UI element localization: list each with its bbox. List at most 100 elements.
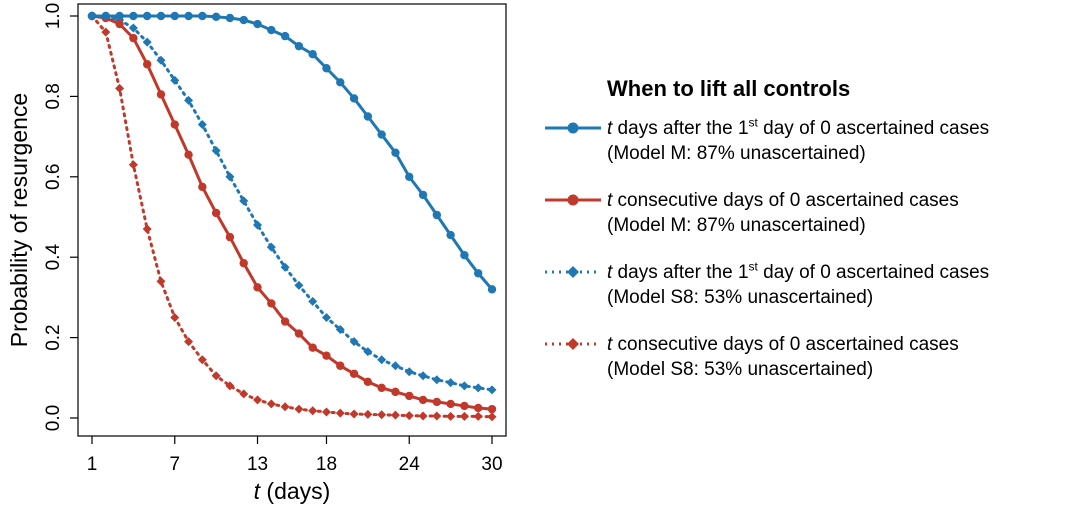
- data-point: [377, 410, 387, 420]
- data-point: [294, 404, 304, 414]
- x-tick-label: 24: [399, 454, 421, 475]
- plot-frame: [77, 3, 507, 437]
- data-point: [115, 19, 124, 29]
- y-tick-label: 0.2: [43, 324, 64, 350]
- x-tick-label: 1: [87, 454, 98, 475]
- series-2: [87, 11, 497, 395]
- data-point: [487, 385, 497, 395]
- data-point: [363, 409, 373, 419]
- data-point: [225, 13, 235, 23]
- data-point: [404, 367, 414, 377]
- x-axis-label-variable: t: [254, 478, 262, 504]
- data-point: [170, 75, 180, 85]
- data-point: [487, 285, 497, 294]
- data-point: [156, 90, 166, 99]
- data-point: [446, 399, 455, 409]
- data-point: [459, 411, 469, 421]
- data-point: [405, 391, 414, 401]
- data-point: [142, 11, 152, 21]
- series-0: [87, 11, 497, 294]
- data-point: [446, 411, 456, 421]
- y-tick-label: 0.4: [43, 244, 64, 271]
- data-point: [280, 262, 290, 272]
- data-point: [473, 383, 483, 393]
- data-point: [142, 224, 152, 234]
- x-tick-label: 7: [169, 454, 180, 475]
- legend-entry-text: t days after the 1st day of 0 ascertaine…: [607, 115, 990, 164]
- x-tick-label: 18: [316, 454, 337, 475]
- data-point: [294, 41, 304, 51]
- data-point: [156, 276, 166, 286]
- data-point: [418, 190, 428, 200]
- data-point: [363, 377, 373, 387]
- legend-entry-text: t consecutive days of 0 ascertained case…: [607, 190, 959, 236]
- data-point: [225, 172, 235, 182]
- legend-entry-model-m-consecutive: t consecutive days of 0 ascertained case…: [545, 188, 1075, 260]
- data-point: [377, 355, 387, 365]
- legend-swatch-red-solid-circle: [545, 194, 601, 206]
- data-point: [170, 313, 180, 322]
- legend: When to lift all controls t days after t…: [545, 76, 1075, 404]
- data-point: [446, 378, 456, 388]
- data-point: [253, 395, 263, 405]
- data-point: [335, 325, 345, 335]
- legend-swatch-red-dotted-diamond: [545, 338, 601, 350]
- data-point: [418, 395, 428, 405]
- data-point: [211, 146, 221, 156]
- series-3: [87, 11, 497, 422]
- series-line: [90, 14, 494, 291]
- data-point: [211, 208, 221, 218]
- data-point: [446, 230, 455, 240]
- legend-entry-model-s8-consecutive: t consecutive days of 0 ascertained case…: [545, 332, 1075, 404]
- data-point: [390, 361, 400, 371]
- axis-ticks: 1 7 13 18 24 30 0.0 0.2 0.4 0.6 0.8 1.0: [43, 3, 503, 475]
- data-point: [184, 150, 193, 159]
- data-point: [294, 329, 304, 338]
- data-point: [115, 11, 124, 21]
- x-axis-label-unit: (days): [260, 478, 330, 504]
- data-point: [363, 347, 373, 357]
- data-point: [225, 232, 235, 242]
- data-point: [267, 25, 276, 35]
- legend-swatch-blue-solid-circle: [545, 122, 601, 134]
- data-point: [129, 11, 138, 21]
- data-point: [197, 355, 207, 365]
- data-point: [349, 94, 359, 103]
- legend-entry-model-m-after-first: t days after the 1st day of 0 ascertaine…: [545, 116, 1075, 188]
- legend-entry-text: t consecutive days of 0 ascertained case…: [607, 334, 959, 380]
- data-point: [404, 411, 414, 421]
- data-point: [198, 182, 207, 192]
- data-point: [253, 283, 262, 292]
- data-point: [128, 160, 138, 170]
- data-point: [280, 31, 290, 41]
- y-tick-label: 1.0: [43, 3, 64, 29]
- data-point: [308, 49, 317, 59]
- data-point: [266, 242, 276, 252]
- data-point: [391, 387, 400, 397]
- data-point: [474, 269, 483, 278]
- data-point: [211, 12, 221, 22]
- x-axis-label: t (days): [254, 478, 331, 504]
- data-point: [280, 317, 290, 326]
- resurgence-chart: 1 7 13 18 24 30 0.0 0.2 0.4 0.6 0.8 1.0 Probability…: [6, 3, 507, 504]
- data-point: [474, 403, 483, 413]
- data-point: [473, 411, 483, 421]
- data-point: [363, 112, 373, 121]
- data-point: [321, 407, 331, 417]
- data-point: [294, 280, 304, 290]
- data-point: [170, 120, 179, 129]
- data-point: [184, 337, 194, 347]
- data-point: [239, 259, 248, 268]
- data-point: [239, 196, 249, 206]
- data-point: [349, 409, 359, 419]
- data-point: [101, 11, 110, 21]
- data-point: [308, 296, 318, 306]
- data-point: [349, 369, 359, 378]
- data-point: [308, 406, 318, 416]
- data-point: [239, 15, 248, 25]
- data-point: [266, 399, 276, 409]
- y-axis-label: Probability of resurgence: [6, 93, 32, 347]
- data-point: [487, 412, 497, 422]
- data-point: [335, 408, 345, 418]
- data-point: [460, 250, 469, 260]
